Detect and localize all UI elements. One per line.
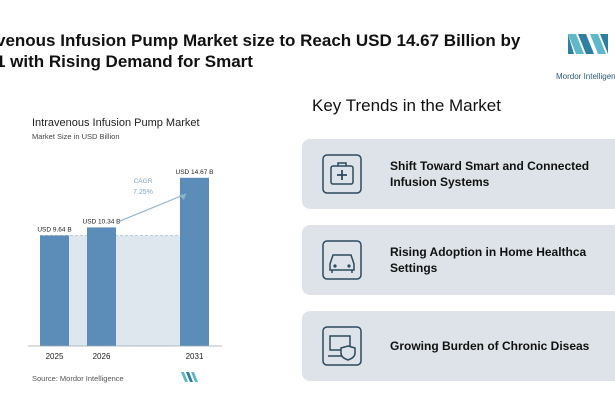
mordor-logo-icon	[568, 34, 608, 54]
shield-monitor-icon	[322, 326, 362, 366]
trend-card-3: Growing Burden of Chronic Diseas	[302, 311, 615, 381]
trend-label-1-line-1: Shift Toward Smart and Connected	[390, 159, 590, 173]
value-label-2025: USD 9.64 B	[37, 226, 71, 233]
mini-mordor-logo-icon	[181, 372, 198, 382]
tick-label-2025: 2025	[46, 352, 64, 361]
trend-card-1: Shift Toward Smart and Connected Infusio…	[302, 139, 615, 209]
logo-text: Mordor Intelligen	[556, 72, 615, 81]
cagr-arrow-head	[179, 194, 186, 200]
tick-label-2026: 2026	[93, 352, 111, 361]
chart-subtitle: Market Size in USD Billion	[32, 132, 120, 141]
trend-label-3-line-1: Growing Burden of Chronic Diseas	[390, 339, 590, 353]
chart-source: Source: Mordor Intelligence	[32, 374, 124, 383]
bar-2025	[40, 235, 69, 346]
trend-label-1-line-2: Infusion Systems	[390, 175, 490, 189]
chart-title: Intravenous Infusion Pump Market	[32, 117, 200, 129]
bar-2026	[87, 227, 116, 346]
trend-label-2-line-1: Rising Adoption in Home Healthca	[390, 245, 587, 259]
value-label-2031: USD 14.67 B	[176, 169, 214, 176]
medical-kit-icon	[322, 154, 362, 194]
headline-line-2: 1 with Rising Demand for Smart	[0, 52, 253, 71]
value-label-2026: USD 10.34 B	[83, 218, 121, 225]
key-trends-title: Key Trends in the Market	[312, 96, 501, 115]
bar-2031	[180, 177, 209, 346]
cagr-value: 7.25%	[133, 189, 153, 196]
headline-line-1: venous Infusion Pump Market size to Reac…	[0, 31, 521, 50]
page-headline: venous Infusion Pump Market size to Reac…	[0, 30, 556, 72]
tick-label-2031: 2031	[186, 352, 204, 361]
bar-chart: USD 9.64 B 2025 USD 10.34 B 2026 USD 14.67 B…	[28, 169, 222, 361]
trend-label-2-line-2: Settings	[390, 261, 438, 275]
car-icon	[322, 240, 362, 280]
cagr-arrow	[118, 193, 187, 222]
trend-card-2: Rising Adoption in Home Healthca Setting…	[302, 225, 615, 295]
cagr-label: CAGR	[134, 178, 153, 185]
